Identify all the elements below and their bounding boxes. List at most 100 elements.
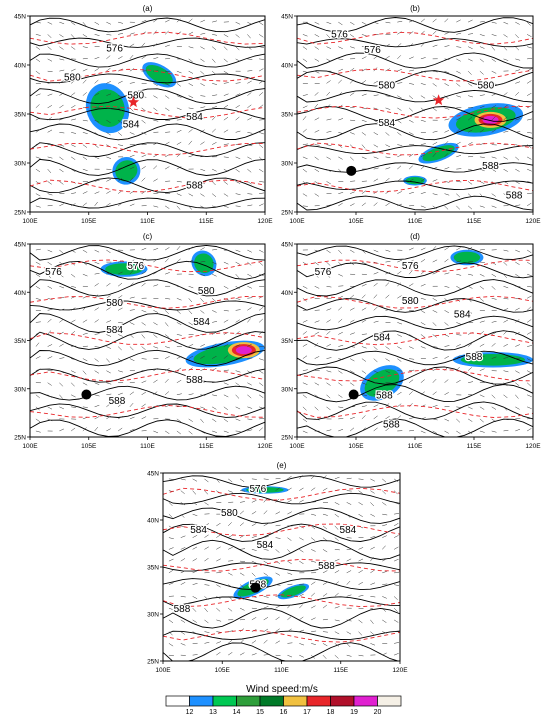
y-tick-label: 30N — [14, 161, 26, 168]
wind-vector — [526, 319, 532, 323]
wind-vector — [479, 343, 485, 347]
wind-vector — [141, 95, 147, 98]
wind-vector — [141, 391, 147, 395]
wind-vector — [515, 261, 520, 265]
wind-vector — [216, 619, 222, 622]
wind-vector — [275, 572, 281, 576]
wind-vector — [94, 34, 100, 36]
wind-vector — [117, 346, 122, 351]
wind-vector — [47, 249, 53, 253]
wind-vector — [326, 357, 332, 359]
wind-vector — [176, 285, 182, 288]
wind-vector — [239, 639, 244, 644]
wind-vector — [216, 596, 221, 600]
wind-vector — [515, 249, 520, 253]
wind-vector — [117, 132, 123, 136]
wind-vector — [444, 298, 449, 302]
wind-vector — [310, 475, 315, 480]
wind-vector — [373, 382, 379, 384]
wind-vector — [393, 607, 398, 612]
contour-label: 584 — [106, 325, 123, 336]
wind-vector — [491, 430, 497, 433]
geopotential-contour — [30, 179, 265, 193]
y-tick-label: 25N — [147, 659, 159, 666]
wind-vector — [251, 640, 257, 644]
wind-vector — [192, 570, 198, 574]
streamline — [297, 106, 533, 123]
wind-vector — [263, 628, 269, 632]
wind-vector — [334, 525, 339, 530]
wind-vector — [420, 165, 425, 170]
wind-vector — [338, 68, 344, 72]
wind-vector — [334, 549, 340, 551]
wind-vector — [47, 156, 53, 159]
wind-vector — [47, 70, 53, 73]
wind-vector — [373, 156, 379, 159]
wind-vector — [432, 246, 437, 251]
wind-vector — [180, 582, 186, 585]
streamline — [30, 123, 265, 141]
wind-vector — [302, 94, 308, 96]
wind-vector — [129, 203, 135, 207]
wind-vector — [338, 370, 343, 374]
wind-vector — [35, 104, 40, 109]
wind-vector — [82, 168, 88, 172]
wind-vector — [302, 181, 308, 185]
wind-vector — [361, 294, 366, 299]
wind-vector — [247, 249, 252, 253]
wind-vector — [456, 430, 461, 434]
contour-label: 588 — [186, 375, 203, 386]
wind-vector — [346, 654, 352, 657]
wind-vector — [141, 322, 146, 326]
wind-vector — [468, 273, 474, 276]
wind-vector — [200, 106, 206, 109]
wind-vector — [479, 193, 484, 198]
wind-vector — [59, 394, 63, 399]
wind-vector — [479, 20, 485, 23]
wind-vector — [212, 381, 218, 383]
wind-vector — [47, 330, 51, 335]
wind-vector — [35, 168, 41, 173]
wind-vector — [526, 168, 532, 172]
contour-label: 580 — [106, 298, 123, 309]
wind-vector — [479, 94, 485, 96]
wind-vector — [275, 524, 281, 527]
wind-vector — [204, 523, 210, 527]
wind-vector — [71, 132, 77, 134]
wind-vector — [204, 607, 208, 613]
wind-vector — [223, 382, 229, 385]
wind-vector — [491, 205, 497, 208]
wind-vector — [117, 282, 123, 287]
wind-vector — [503, 92, 508, 96]
wind-vector — [420, 143, 426, 145]
wind-vector — [409, 417, 414, 420]
wind-vector — [263, 654, 269, 656]
wind-vector — [82, 319, 88, 323]
panel-label: (a) — [143, 4, 153, 13]
wind-vector — [200, 141, 205, 145]
wind-vector — [515, 131, 521, 133]
wind-vector — [82, 79, 87, 84]
wind-vector — [106, 295, 111, 299]
wind-vector — [527, 418, 533, 420]
wind-vector — [153, 142, 159, 145]
wind-vector — [314, 406, 319, 411]
wind-vector — [200, 205, 205, 209]
wind-vector — [223, 46, 228, 51]
wind-vector — [326, 331, 331, 335]
wind-vector — [287, 487, 292, 491]
contour-label: 584 — [340, 525, 357, 536]
wind-vector — [479, 286, 485, 290]
wind-vector — [382, 631, 388, 634]
contour-label: 576 — [402, 261, 419, 272]
wind-vector — [71, 406, 77, 408]
wind-vector — [118, 80, 123, 84]
wind-vector — [515, 285, 521, 288]
wind-vector — [456, 334, 462, 336]
wind-vector — [467, 83, 473, 87]
wind-vector — [373, 80, 379, 84]
wind-vector — [299, 560, 304, 565]
wind-vector — [349, 34, 355, 38]
